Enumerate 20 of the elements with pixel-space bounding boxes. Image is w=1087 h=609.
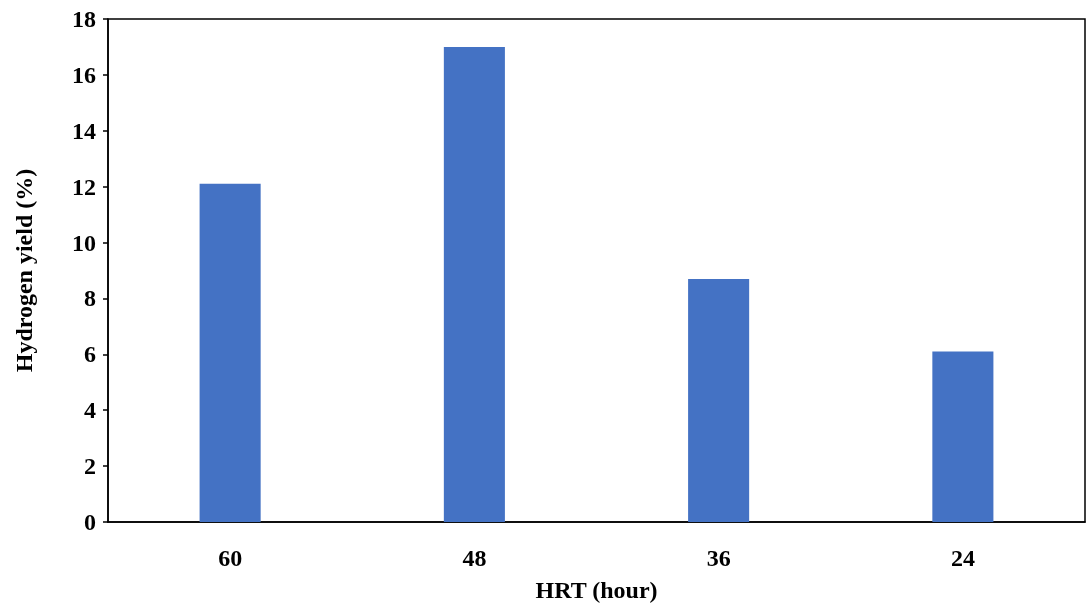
y-tick-label: 0 xyxy=(84,509,96,535)
x-tick-label: 24 xyxy=(950,545,975,571)
x-tick-label: 48 xyxy=(462,545,487,571)
y-axis-title: Hydrogen yield (%) xyxy=(11,168,37,373)
x-tick-label: 60 xyxy=(218,545,243,571)
y-tick-label: 14 xyxy=(72,117,96,144)
y-tick-label: 18 xyxy=(72,6,96,32)
y-tick-label: 10 xyxy=(72,229,96,256)
y-tick-label: 6 xyxy=(84,341,96,368)
bar xyxy=(688,278,750,522)
bar xyxy=(932,351,994,522)
bar xyxy=(199,183,261,522)
y-tick-label: 4 xyxy=(84,397,96,424)
y-tick-label: 12 xyxy=(72,173,96,200)
y-tick-label: 16 xyxy=(72,61,96,88)
y-tick-label: 8 xyxy=(84,285,96,312)
y-tick-label: 2 xyxy=(84,453,96,480)
bar xyxy=(443,46,505,522)
x-axis-title: HRT (hour) xyxy=(535,577,658,603)
x-tick-label: 36 xyxy=(706,545,731,571)
